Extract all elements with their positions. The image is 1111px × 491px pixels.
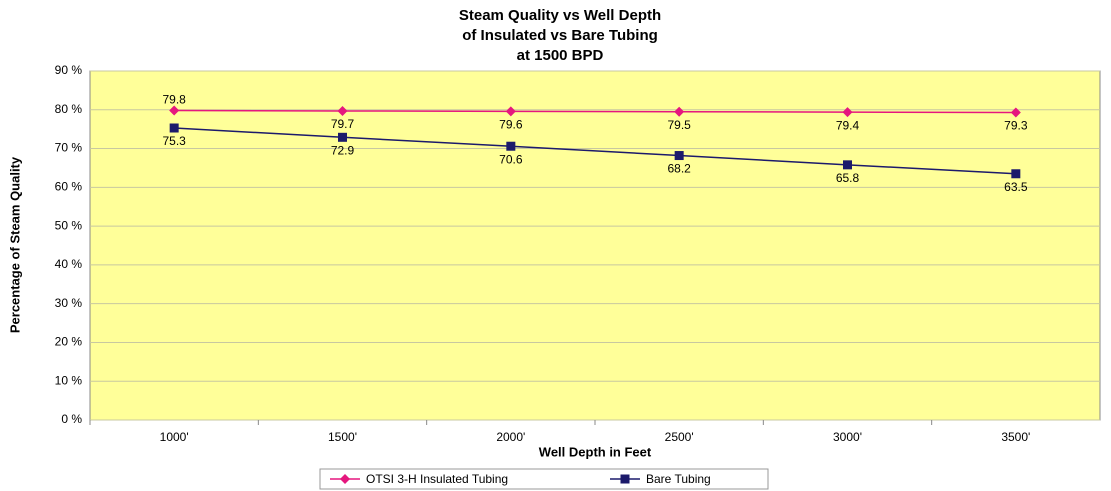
series-line xyxy=(174,109,1016,114)
data-label: 79.8 xyxy=(162,93,186,107)
marker xyxy=(337,105,348,116)
legend-label: Bare Tubing xyxy=(646,472,711,486)
marker xyxy=(506,141,516,151)
data-label: 75.3 xyxy=(162,134,186,148)
data-label: 63.5 xyxy=(1004,180,1028,194)
y-tick-label: 0 % xyxy=(61,412,82,426)
marker xyxy=(620,474,630,484)
y-tick-label: 60 % xyxy=(55,180,83,194)
y-tick-label: 90 % xyxy=(55,63,83,77)
marker xyxy=(340,474,350,484)
legend-label: OTSI 3-H Insulated Tubing xyxy=(366,472,508,486)
marker xyxy=(1010,107,1021,118)
legend-box xyxy=(319,468,769,490)
x-tick-label: 3500' xyxy=(1001,430,1030,444)
data-label: 65.8 xyxy=(836,171,860,185)
data-label: 70.6 xyxy=(499,152,523,166)
data-label: 79.5 xyxy=(667,118,691,132)
marker xyxy=(169,123,179,133)
data-label: 79.6 xyxy=(499,118,523,132)
marker xyxy=(843,160,852,170)
x-tick-label: 1000' xyxy=(160,430,189,444)
data-label: 79.3 xyxy=(1004,119,1028,133)
marker xyxy=(505,106,516,117)
x-tick-label: 2500' xyxy=(665,430,694,444)
x-axis-title: Well Depth in Feet xyxy=(539,444,652,459)
y-axis-title: Percentage of Steam Quality xyxy=(7,156,22,333)
y-tick-label: 20 % xyxy=(55,335,83,349)
chart-title: at 1500 BPD xyxy=(517,47,604,64)
y-tick-label: 10 % xyxy=(55,373,83,387)
data-label: 72.9 xyxy=(331,143,355,157)
x-tick-label: 2000' xyxy=(496,430,525,444)
y-tick-label: 70 % xyxy=(55,141,83,155)
y-tick-label: 80 % xyxy=(55,102,83,116)
marker xyxy=(674,106,685,117)
marker xyxy=(1011,169,1021,179)
x-tick-label: 3000' xyxy=(833,430,862,444)
plot-area xyxy=(89,70,1101,421)
marker xyxy=(338,132,347,142)
marker xyxy=(842,107,853,118)
data-label: 79.4 xyxy=(836,118,860,132)
marker xyxy=(169,105,180,116)
y-tick-label: 40 % xyxy=(55,257,83,271)
y-tick-label: 30 % xyxy=(55,296,83,310)
marker xyxy=(674,151,684,161)
series-line xyxy=(174,127,1016,175)
chart-title: Steam Quality vs Well Depth xyxy=(459,7,661,24)
data-label: 79.7 xyxy=(331,117,355,131)
y-tick-label: 50 % xyxy=(55,218,83,232)
x-tick-label: 1500' xyxy=(328,430,357,444)
data-label: 68.2 xyxy=(667,162,691,176)
chart-title: of Insulated vs Bare Tubing xyxy=(462,27,658,44)
